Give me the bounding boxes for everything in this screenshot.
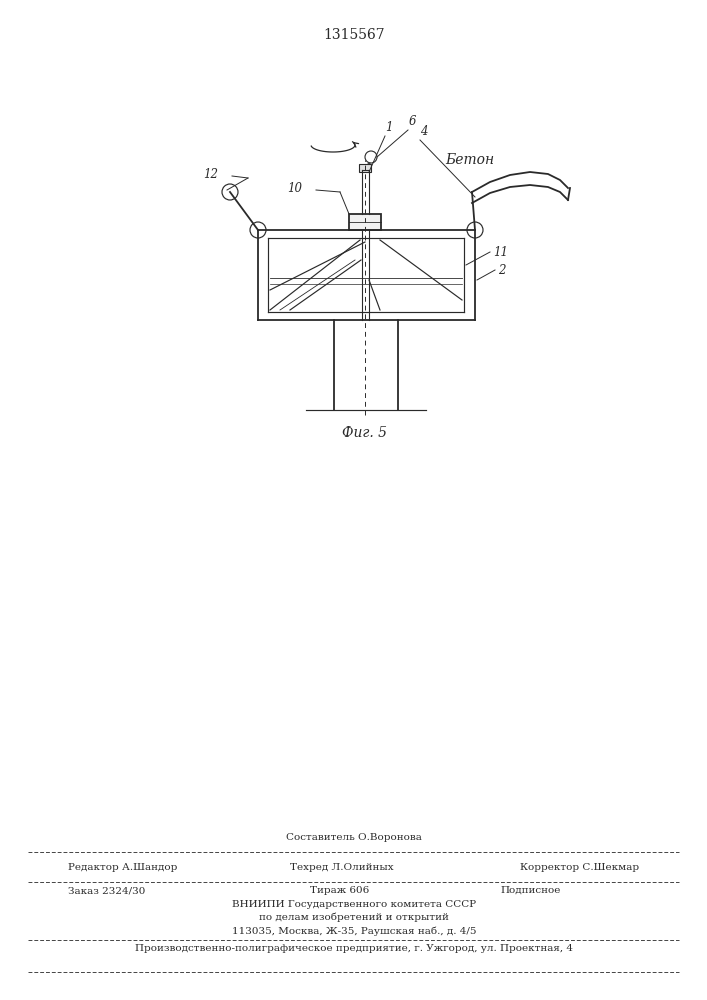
Text: 12: 12 — [203, 167, 218, 180]
Text: Производственно-полиграфическое предприятие, г. Ужгород, ул. Проектная, 4: Производственно-полиграфическое предприя… — [135, 944, 573, 953]
Text: Тираж 606: Тираж 606 — [310, 886, 369, 895]
Text: Корректор С.Шекмар: Корректор С.Шекмар — [520, 862, 639, 871]
Text: Бетон: Бетон — [445, 153, 494, 167]
Bar — [359, 164, 371, 172]
Bar — [349, 214, 381, 230]
Text: Заказ 2324/30: Заказ 2324/30 — [68, 886, 146, 895]
Text: 1: 1 — [385, 121, 392, 134]
Text: ВНИИПИ Государственного комитета СССР: ВНИИПИ Государственного комитета СССР — [232, 900, 476, 909]
Text: 10: 10 — [287, 182, 302, 194]
Text: 6: 6 — [409, 115, 416, 128]
Text: 11: 11 — [493, 245, 508, 258]
Text: Подписное: Подписное — [500, 886, 561, 895]
Text: Редактор А.Шандор: Редактор А.Шандор — [68, 862, 177, 871]
Text: по делам изобретений и открытий: по делам изобретений и открытий — [259, 913, 449, 922]
Text: 2: 2 — [498, 263, 506, 276]
Text: Составитель О.Воронова: Составитель О.Воронова — [286, 834, 422, 842]
Text: Техред Л.Олийных: Техред Л.Олийных — [290, 862, 394, 871]
Text: 1315567: 1315567 — [323, 28, 385, 42]
Text: 113035, Москва, Ж-35, Раушская наб., д. 4/5: 113035, Москва, Ж-35, Раушская наб., д. … — [232, 926, 477, 936]
Text: Фиг. 5: Фиг. 5 — [342, 426, 387, 440]
Text: 4: 4 — [420, 125, 428, 138]
